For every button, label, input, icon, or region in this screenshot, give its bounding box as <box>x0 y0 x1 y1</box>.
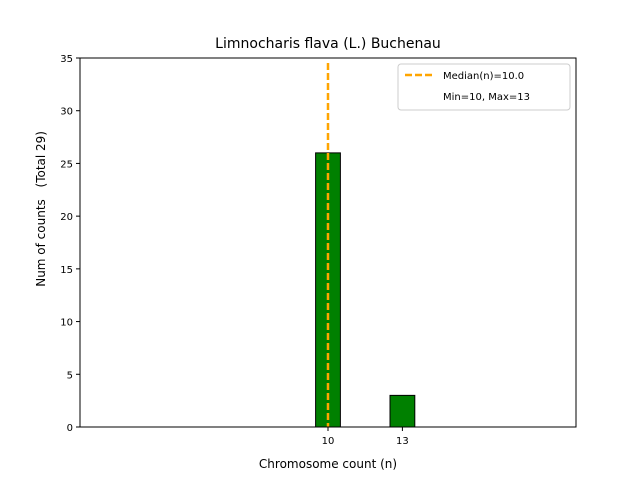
y-axis-ticks: 0 5 10 15 20 25 30 35 <box>60 54 80 434</box>
y-tick-label: 5 <box>67 370 73 381</box>
y-tick-label: 25 <box>60 159 73 170</box>
y-tick-label: 30 <box>60 107 73 118</box>
legend: Median(n)=10.0 Min=10, Max=13 <box>397 63 571 111</box>
y-axis-label: Num of counts <box>34 199 48 287</box>
y-axis-label-total: (Total 29) <box>34 131 48 187</box>
y-tick-label: 10 <box>60 318 73 329</box>
bars-layer <box>315 152 416 428</box>
y-tick-label: 35 <box>60 54 73 65</box>
legend-entry-median: Median(n)=10.0 <box>443 71 524 82</box>
bar-13 <box>389 394 416 428</box>
legend-entry-min-max: Min=10, Max=13 <box>443 92 530 103</box>
legend-box <box>397 63 571 111</box>
x-axis-label: Chromosome count (n) <box>259 457 397 471</box>
x-axis-ticks: 10 13 <box>322 427 409 447</box>
x-tick-label: 10 <box>322 436 335 447</box>
y-tick-label: 15 <box>60 265 73 276</box>
chart-title: Limnocharis flava (L.) Buchenau <box>215 36 441 52</box>
x-tick-label: 13 <box>396 436 409 447</box>
y-tick-label: 0 <box>67 423 73 434</box>
y-tick-label: 20 <box>60 212 73 223</box>
